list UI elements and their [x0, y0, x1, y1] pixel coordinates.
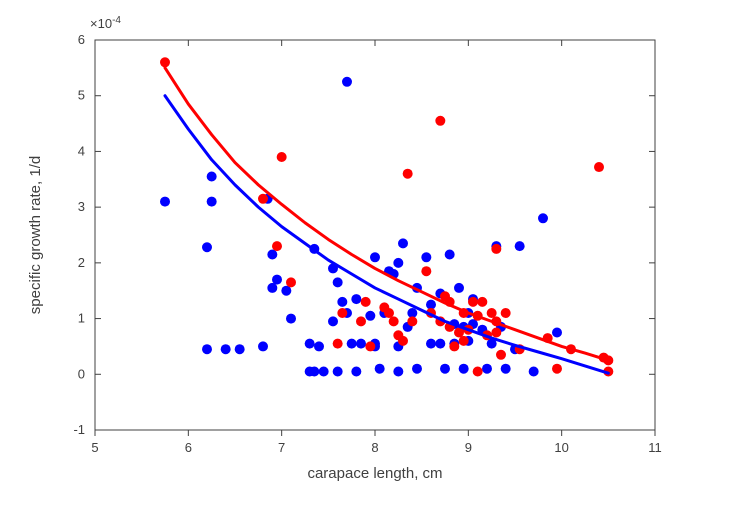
data-point: [207, 197, 217, 207]
x-tick-label: 9: [465, 440, 472, 455]
y-tick-label: 4: [78, 143, 85, 158]
data-point: [552, 364, 562, 374]
data-point: [272, 241, 282, 251]
y-tick-label: 0: [78, 366, 85, 381]
data-point: [515, 241, 525, 251]
data-point: [337, 308, 347, 318]
data-point: [351, 294, 361, 304]
data-point: [496, 350, 506, 360]
data-point: [337, 297, 347, 307]
data-point: [421, 252, 431, 262]
data-point: [202, 344, 212, 354]
data-point: [491, 328, 501, 338]
data-point: [351, 367, 361, 377]
data-point: [356, 339, 366, 349]
x-tick-label: 6: [185, 440, 192, 455]
chart-container: 567891011-10123456×10-4carapace length, …: [0, 0, 729, 521]
y-tick-label: 5: [78, 88, 85, 103]
data-point: [421, 266, 431, 276]
data-point: [347, 339, 357, 349]
data-point: [221, 344, 231, 354]
data-point: [314, 341, 324, 351]
data-point: [445, 250, 455, 260]
data-point: [202, 242, 212, 252]
x-tick-label: 11: [648, 440, 662, 455]
y-axis-label: specific growth rate, 1/d: [27, 156, 44, 314]
data-point: [277, 152, 287, 162]
data-point: [333, 339, 343, 349]
x-tick-label: 8: [371, 440, 378, 455]
data-point: [393, 367, 403, 377]
data-point: [398, 238, 408, 248]
data-point: [426, 339, 436, 349]
data-point: [319, 367, 329, 377]
data-point: [356, 316, 366, 326]
data-point: [440, 364, 450, 374]
y-tick-label: 2: [78, 255, 85, 270]
data-point: [501, 364, 511, 374]
data-point: [529, 367, 539, 377]
data-point: [477, 297, 487, 307]
data-point: [491, 244, 501, 254]
data-point: [365, 341, 375, 351]
data-point: [235, 344, 245, 354]
growth-rate-chart: 567891011-10123456×10-4carapace length, …: [0, 0, 729, 521]
y-tick-label: -1: [73, 422, 85, 437]
data-point: [365, 311, 375, 321]
data-point: [370, 252, 380, 262]
data-point: [407, 316, 417, 326]
data-point: [449, 341, 459, 351]
data-point: [328, 316, 338, 326]
x-tick-label: 7: [278, 440, 285, 455]
data-point: [501, 308, 511, 318]
data-point: [207, 172, 217, 182]
data-point: [286, 277, 296, 287]
data-point: [160, 197, 170, 207]
data-point: [473, 367, 483, 377]
data-point: [333, 367, 343, 377]
data-point: [361, 297, 371, 307]
y-tick-label: 1: [78, 311, 85, 326]
data-point: [258, 194, 268, 204]
data-point: [454, 283, 464, 293]
data-point: [468, 297, 478, 307]
data-point: [342, 77, 352, 87]
y-tick-label: 6: [78, 32, 85, 47]
data-point: [160, 57, 170, 67]
data-point: [538, 213, 548, 223]
data-point: [403, 169, 413, 179]
data-point: [435, 116, 445, 126]
data-point: [286, 314, 296, 324]
data-point: [594, 162, 604, 172]
data-point: [333, 277, 343, 287]
data-point: [459, 336, 469, 346]
data-point: [389, 316, 399, 326]
y-tick-label: 3: [78, 199, 85, 214]
x-tick-label: 5: [91, 440, 98, 455]
data-point: [482, 364, 492, 374]
x-axis-label: carapace length, cm: [307, 465, 442, 482]
data-point: [258, 341, 268, 351]
data-point: [272, 275, 282, 285]
data-point: [305, 339, 315, 349]
x-tick-label: 10: [554, 440, 568, 455]
data-point: [393, 258, 403, 268]
data-point: [435, 339, 445, 349]
data-point: [309, 367, 319, 377]
data-point: [375, 364, 385, 374]
data-point: [398, 336, 408, 346]
data-point: [412, 364, 422, 374]
data-point: [552, 328, 562, 338]
data-point: [459, 364, 469, 374]
